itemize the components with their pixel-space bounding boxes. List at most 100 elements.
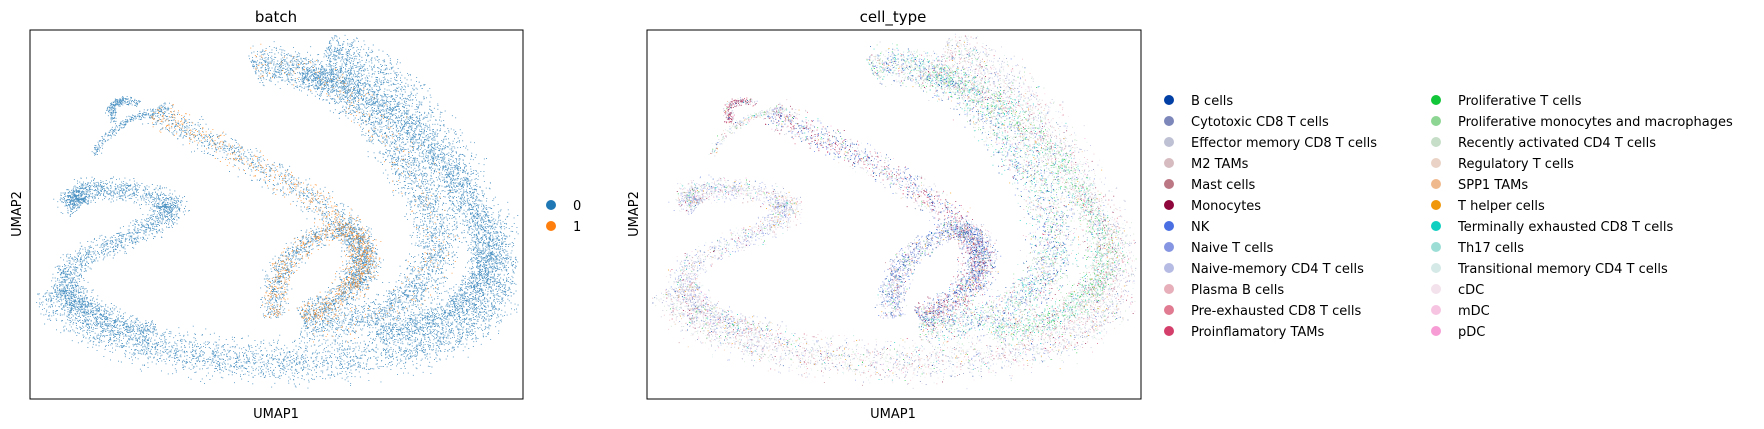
cell-type-legend-marker [1164,158,1174,168]
cell-type-legend-marker [1431,326,1441,336]
cell-type-legend-marker [1431,158,1441,168]
cell-type-legend-marker [1164,263,1174,273]
batch-axes-frame [29,29,524,400]
cell-type-points-9cded6 [673,40,1120,373]
cell-type-legend-marker [1164,221,1174,231]
cell-type-legend-item-naive-memory-cd4-t-cells: Naive-memory CD4 T cells [1164,262,1364,277]
batch-legend-label: 0 [573,199,581,214]
cell-type-legend-label: pDC [1458,325,1485,340]
cell-type-legend-item-b-cells: B cells [1164,94,1233,109]
cell-type-legend-label: Regulatory T cells [1458,157,1574,172]
cell-type-legend-item-regulatory-t-cells: Regulatory T cells [1431,157,1574,172]
cell-type-legend-marker [1431,242,1441,252]
cell-type-legend-label: cDC [1458,283,1484,298]
cell-type-legend-item-terminally-exhausted-cd8-t-cells: Terminally exhausted CD8 T cells [1431,220,1673,235]
cell-type-legend-marker [1431,221,1441,231]
cell-type-legend-label: NK [1191,220,1210,235]
batch-scatter-points [36,34,519,389]
cell-type-legend-marker [1431,179,1441,189]
cell-type-points-d5eae7 [653,35,1136,384]
cell-type-points-11c638 [670,44,1129,381]
cell-type-legend-marker [1164,95,1174,105]
cell-type-legend-item-monocytes: Monocytes [1164,199,1261,214]
cell-type-legend-label: B cells [1191,94,1233,109]
batch-y-label: UMAP2 [10,191,25,237]
cell-type-legend-marker [1431,305,1441,315]
cell-type-legend-label: Naive T cells [1191,241,1274,256]
batch-points-ff7f0e [151,43,460,343]
batch-legend-label: 1 [573,220,581,235]
cell-type-legend-label: Recently activated CD4 T cells [1458,136,1656,151]
cell-type-legend-label: Proinflamatory TAMs [1191,325,1325,340]
cell-type-legend-marker [1431,137,1441,147]
cell-type-legend-item-spp1-tams: SPP1 TAMs [1431,178,1528,193]
cell-type-legend-label: Th17 cells [1457,241,1524,256]
cell-type-y-label: UMAP2 [627,191,642,237]
cell-type-points-023fa5 [674,46,1121,377]
cell-type-legend-item-th17-cells: Th17 cells [1431,241,1524,256]
cell-type-legend-marker [1164,305,1174,315]
cell-type-points-bb7784 [671,46,1129,386]
batch-legend: 01 [546,199,581,235]
cell-type-legend-label: Cytotoxic CD8 T cells [1191,115,1329,130]
cell-type-panel: cell_type UMAP1 UMAP2 B cells Cytotoxic C… [627,8,1733,422]
cell-type-legend-label: SPP1 TAMs [1458,178,1528,193]
cell-type-legend-label: Proliferative monocytes and macrophages [1458,115,1733,130]
cell-type-points-4a6fe3 [669,49,1130,366]
cell-type-legend-label: mDC [1458,304,1490,319]
cell-type-x-label: UMAP1 [870,407,916,422]
cell-type-axes-frame [646,29,1142,400]
cell-type-points-e07b91 [665,36,1136,376]
cell-type-legend-item-mdc: mDC [1431,304,1490,319]
cell-type-scatter-points [652,33,1137,390]
cell-type-title: cell_type [860,8,927,27]
batch-panel: batch UMAP1 UMAP2 01 [10,8,581,422]
cell-type-legend-label: Terminally exhausted CD8 T cells [1457,220,1673,235]
cell-type-points-c6dec7 [655,36,1136,382]
cell-type-legend-marker [1431,116,1441,126]
batch-x-label: UMAP1 [253,407,299,422]
cell-type-legend-item-naive-t-cells: Naive T cells [1164,241,1274,256]
cell-type-points-e6afb9 [652,36,1134,385]
batch-title: batch [255,8,297,26]
batch-points-1f77b4 [36,34,519,389]
cell-type-legend-item-proliferative-monocytes-and-macrophages: Proliferative monocytes and macrophages [1431,115,1733,130]
cell-type-legend-marker [1431,200,1441,210]
cell-type-legend-item-proinflamatory-tams: Proinflamatory TAMs [1164,325,1325,340]
cell-type-points-d6bcc0 [669,38,1127,372]
cell-type-legend-marker [1164,326,1174,336]
cell-type-legend-marker [1164,242,1174,252]
batch-legend-item-1: 1 [546,220,581,235]
batch-legend-marker [546,200,556,210]
cell-type-legend-marker [1431,263,1441,273]
cell-type-legend-marker [1431,95,1441,105]
cell-type-legend-item-pdc: pDC [1431,325,1485,340]
cell-type-legend-marker [1164,116,1174,126]
cell-type-legend-item-proliferative-t-cells: Proliferative T cells [1431,94,1582,109]
batch-legend-marker [546,221,556,231]
cell-type-legend-item-m2-tams: M2 TAMs [1164,157,1249,172]
cell-type-legend-marker [1164,179,1174,189]
cell-type-points-f0b98d [674,48,1124,375]
cell-type-legend-item-pre-exhausted-cd8-t-cells: Pre-exhausted CD8 T cells [1164,304,1361,319]
cell-type-legend-label: Pre-exhausted CD8 T cells [1191,304,1361,319]
cell-type-legend-item-effector-memory-cd8-t-cells: Effector memory CD8 T cells [1164,136,1377,151]
cell-type-legend-item-mast-cells: Mast cells [1164,178,1256,193]
cell-type-legend-item-t-helper-cells: T helper cells [1431,199,1545,214]
cell-type-legend-label: Monocytes [1191,199,1261,214]
cell-type-legend-item-recently-activated-cd4-t-cells: Recently activated CD4 T cells [1431,136,1656,151]
cell-type-points-8dd593 [680,44,1137,372]
cell-type-points-b5bbe3 [655,33,1132,390]
cell-type-legend-item-plasma-b-cells: Plasma B cells [1164,283,1284,298]
cell-type-points-0fcfc0 [665,47,1124,381]
cell-type-legend-item-cytotoxic-cd8-t-cells: Cytotoxic CD8 T cells [1164,115,1329,130]
cell-type-legend: B cells Cytotoxic CD8 T cells Effector mem… [1164,94,1733,340]
cell-type-legend-label: Proliferative T cells [1458,94,1582,109]
cell-type-legend-marker [1164,200,1174,210]
cell-type-points-f6c4e1 [680,50,1136,382]
cell-type-legend-item-nk: NK [1164,220,1210,235]
cell-type-legend-marker [1431,284,1441,294]
cell-type-legend-label: M2 TAMs [1191,157,1249,172]
cell-type-legend-item-transitional-memory-cd4-t-cells: Transitional memory CD4 T cells [1431,262,1668,277]
